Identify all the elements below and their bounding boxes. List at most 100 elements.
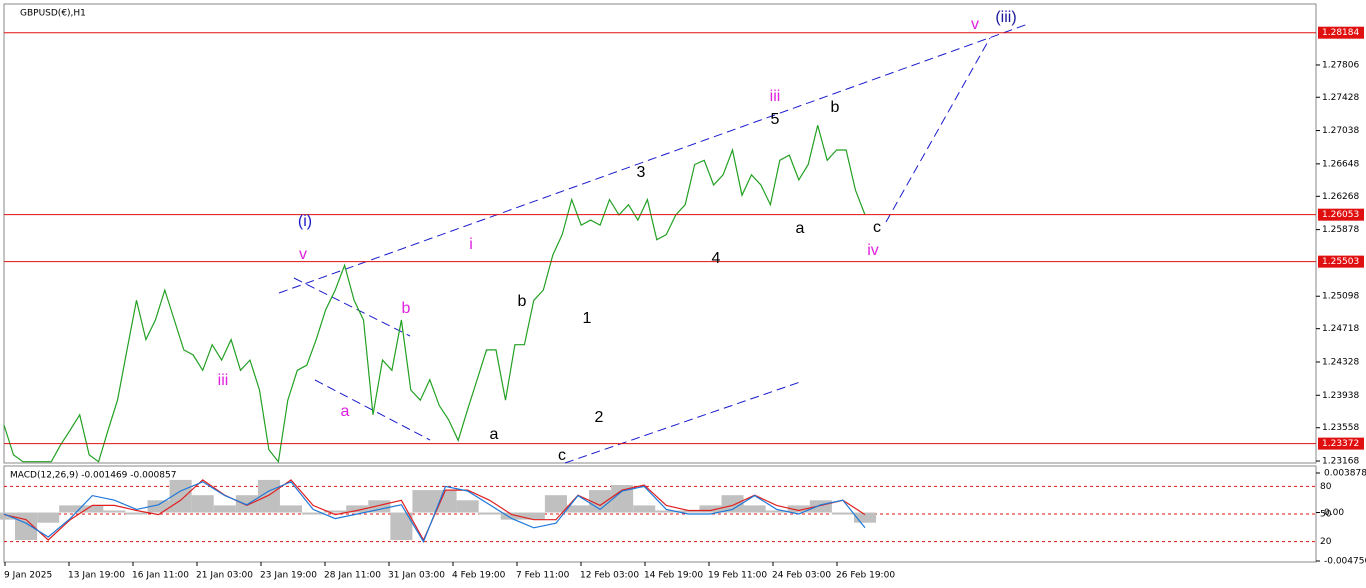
macd-bar (147, 500, 170, 513)
macd-bar (235, 495, 258, 513)
wave-label: a (490, 426, 499, 443)
wave-label: 5 (771, 111, 780, 128)
macd-bar (390, 512, 413, 541)
macd-title: MACD(12,26,9) -0.001469 -0.000857 (10, 471, 176, 481)
macd-bar (765, 510, 788, 513)
x-tick-label: 19 Feb 11:00 (708, 571, 767, 581)
macd-bar (611, 485, 634, 513)
wave-label: c (873, 219, 881, 236)
macd-bar (213, 505, 236, 513)
indicator-line (3, 481, 866, 543)
wave-label: 3 (637, 164, 646, 181)
x-tick-label: 12 Feb 03:00 (580, 571, 639, 581)
level-label-box (1318, 26, 1364, 39)
macd-bar (787, 505, 810, 513)
wave-label: iii (218, 372, 229, 389)
macd-bar (500, 512, 523, 520)
level-label: 1.28184 (1322, 28, 1359, 38)
macd-bar (478, 512, 501, 515)
wave-label: v (299, 246, 307, 263)
trendline (278, 23, 1029, 294)
x-tick-label: 13 Jan 19:00 (68, 571, 125, 581)
wave-label: iii (770, 88, 781, 105)
y-tick-label: 1.27806 (1322, 60, 1359, 70)
level-label: 1.25503 (1322, 257, 1359, 267)
macd-bar (302, 512, 325, 515)
macd-bar (37, 512, 60, 523)
y-tick-label: 1.26268 (1322, 192, 1359, 202)
y-tick-label: 1.24328 (1322, 357, 1359, 367)
wave-label: a (341, 403, 350, 420)
wave-label: v (971, 16, 979, 33)
macd-bar (456, 500, 479, 513)
macd-bar (853, 512, 877, 523)
level-label-box (1318, 208, 1364, 221)
macd-bar (633, 505, 656, 513)
y-tick-label: 1.24718 (1322, 324, 1359, 334)
macd-bar (81, 505, 104, 513)
macd-bar (566, 505, 590, 513)
chart-title: GBPUSD(€),H1 (20, 9, 86, 19)
level-label-box (1318, 255, 1364, 268)
macd-bar (103, 510, 126, 513)
wave-label: 2 (595, 409, 604, 426)
y-tick-label: -0.004756 (1324, 557, 1366, 567)
x-tick-label: 24 Feb 03:00 (772, 571, 831, 581)
price-frame (3, 3, 1317, 464)
macd-bar (434, 490, 457, 513)
x-tick-label: 4 Feb 19:00 (452, 571, 506, 581)
y-tick-label: 1.25098 (1322, 292, 1359, 302)
y-tick-label: 1.23558 (1322, 423, 1359, 433)
y2-tick-label: 50 (1320, 510, 1332, 520)
macd-bar (677, 510, 700, 513)
wave-label: i (469, 236, 473, 253)
macd-bar (191, 495, 214, 513)
x-tick-label: 7 Feb 11:00 (516, 571, 570, 581)
level-label: 1.23372 (1322, 439, 1359, 449)
y-tick-label: 1.26648 (1322, 159, 1359, 169)
macd-bar (831, 512, 854, 515)
macd-bar (655, 510, 678, 513)
macd-bar (544, 495, 567, 513)
y-tick-label: 0.00 (1324, 508, 1344, 518)
y-tick-label: 1.23938 (1322, 391, 1359, 401)
macd-bar (412, 490, 435, 513)
wave-label: 1 (583, 310, 592, 327)
wave-label: (iii) (995, 9, 1016, 26)
macd-bar (809, 500, 832, 513)
x-tick-label: 14 Feb 19:00 (644, 571, 703, 581)
wave-label: c (558, 447, 566, 464)
wave-label: iv (867, 242, 879, 259)
y2-tick-label: 20 (1320, 537, 1332, 547)
x-tick-label: 28 Jan 11:00 (324, 571, 381, 581)
level-label: 1.26053 (1322, 210, 1359, 220)
y-tick-label: 1.27428 (1322, 93, 1359, 103)
macd-bar (346, 505, 369, 513)
macd-bar (279, 505, 303, 513)
y-tick-label: 1.23168 (1322, 457, 1359, 467)
y-tick-label: 1.27038 (1322, 126, 1359, 136)
wave-label: (i) (298, 213, 312, 230)
x-tick-label: 9 Jan 2025 (4, 571, 52, 581)
macd-bar (15, 512, 38, 541)
wave-label: a (796, 220, 805, 237)
x-tick-label: 21 Jan 03:00 (196, 571, 253, 581)
y2-tick-label: 80 (1320, 482, 1332, 492)
wave-label: b (518, 293, 527, 310)
x-tick-label: 31 Jan 03:00 (388, 571, 445, 581)
y-tick-label: 0.003878 (1324, 469, 1366, 479)
y-tick-label: 1.25878 (1322, 225, 1359, 235)
macd-bar (59, 505, 82, 513)
macd-bar (743, 505, 766, 513)
macd-bar (522, 512, 545, 520)
trendline (885, 37, 991, 223)
x-tick-label: 23 Jan 19:00 (260, 571, 317, 581)
x-tick-label: 16 Jan 11:00 (132, 571, 189, 581)
x-tick-label: 26 Feb 19:00 (836, 571, 895, 581)
macd-bar (368, 500, 391, 513)
macd-bar (699, 505, 722, 513)
macd-bar (721, 495, 744, 513)
macd-bar (125, 512, 148, 515)
